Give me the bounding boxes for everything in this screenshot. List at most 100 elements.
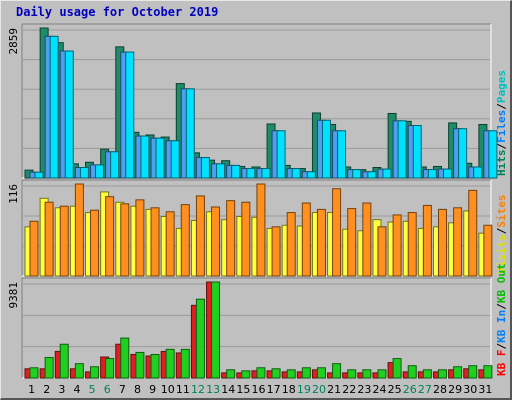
bar-pages-day-5 [95, 164, 105, 179]
bar-sites-day-17 [271, 226, 281, 277]
bar-sites-day-7 [120, 203, 130, 277]
bar-sites-day-27 [422, 204, 432, 277]
bar-kb-out-day-10 [165, 348, 175, 379]
panel-2-legend: Visits/Sites [495, 195, 508, 275]
legend-entry: / [495, 143, 508, 150]
legend-entry: Pages [495, 70, 508, 103]
bar-kb-out-day-16 [256, 367, 266, 379]
x-tick-label-day-22: 22 [342, 383, 356, 396]
legend-entry: KB F [495, 350, 508, 377]
bar-pages-day-25 [397, 120, 407, 179]
bar-kb-out-day-9 [150, 353, 160, 379]
x-tick-label-day-7: 7 [119, 383, 126, 396]
bar-kb-out-day-18 [286, 369, 296, 379]
x-tick-label-day-13: 13 [206, 383, 220, 396]
bar-pages-day-24 [382, 168, 392, 179]
bar-kb-out-day-17 [271, 368, 281, 379]
legend-entry: / [495, 227, 508, 234]
x-tick-label-day-19: 19 [297, 383, 311, 396]
x-tick-label-day-16: 16 [252, 383, 266, 396]
bar-pages-day-8 [140, 135, 150, 179]
bar-kb-out-day-30 [468, 365, 478, 379]
panel-3-ymax-label: 9381 [7, 282, 20, 309]
bar-pages-day-21 [337, 130, 347, 179]
legend-entry: / [495, 303, 508, 310]
bar-pages-day-27 [427, 169, 437, 179]
bar-pages-day-3 [64, 50, 74, 179]
panel-1-ymax-label: 2859 [7, 28, 20, 55]
bar-sites-day-4 [74, 183, 84, 277]
bar-sites-day-19 [301, 202, 311, 277]
bar-kb-out-day-15 [241, 370, 251, 379]
bar-pages-day-26 [412, 125, 422, 179]
x-tick-label-day-1: 1 [28, 383, 35, 396]
bar-kb-out-day-21 [332, 363, 342, 379]
bar-pages-day-29 [458, 128, 468, 179]
bar-kb-out-day-13 [211, 281, 221, 379]
bar-kb-out-day-6 [105, 358, 115, 379]
page-title: Daily usage for October 2019 [16, 5, 219, 19]
bar-pages-day-15 [246, 168, 256, 179]
bar-kb-out-day-23 [362, 369, 372, 379]
x-tick-label-day-21: 21 [327, 383, 341, 396]
x-tick-label-day-5: 5 [89, 383, 96, 396]
bar-pages-day-28 [442, 168, 452, 179]
bar-kb-out-day-28 [437, 369, 447, 379]
bar-sites-day-14 [226, 200, 236, 277]
x-tick-label-day-26: 26 [403, 383, 417, 396]
bar-kb-out-day-11 [180, 348, 190, 379]
x-tick-label-day-31: 31 [478, 383, 492, 396]
bar-kb-out-day-27 [422, 369, 432, 379]
bar-sites-day-21 [332, 188, 342, 277]
bar-sites-day-23 [362, 202, 372, 277]
bar-pages-day-16 [261, 168, 271, 179]
x-tick-label-day-18: 18 [282, 383, 296, 396]
bar-pages-day-14 [231, 164, 241, 179]
x-tick-label-day-25: 25 [388, 383, 402, 396]
bar-sites-day-2 [44, 201, 54, 277]
bar-kb-out-day-4 [74, 363, 84, 379]
bar-sites-day-6 [105, 196, 115, 277]
panel-2-ymax-label: 116 [7, 184, 20, 204]
x-tick-label-day-9: 9 [149, 383, 156, 396]
x-tick-label-day-23: 23 [357, 383, 371, 396]
bar-pages-day-11 [185, 88, 195, 179]
bar-sites-day-16 [256, 183, 266, 277]
bar-pages-day-13 [216, 163, 226, 179]
x-tick-label-day-8: 8 [134, 383, 141, 396]
bar-sites-day-12 [195, 195, 205, 277]
bar-sites-day-24 [377, 226, 387, 277]
bar-pages-day-23 [367, 171, 377, 179]
bar-sites-day-29 [453, 207, 463, 277]
bar-kb-out-day-3 [59, 343, 69, 379]
bar-pages-day-2 [49, 35, 59, 179]
bar-pages-day-30 [473, 166, 483, 179]
bar-pages-day-19 [306, 171, 316, 179]
bar-pages-day-31 [488, 130, 498, 179]
bar-pages-day-17 [276, 130, 286, 179]
bar-kb-out-day-24 [377, 369, 387, 379]
panel-3-bg [22, 278, 491, 378]
bar-kb-out-day-7 [120, 337, 130, 379]
x-tick-label-day-6: 6 [104, 383, 111, 396]
bar-kb-out-day-29 [453, 366, 463, 379]
bar-sites-day-5 [90, 209, 100, 277]
x-tick-label-day-14: 14 [221, 383, 235, 396]
x-tick-label-day-17: 17 [267, 383, 281, 396]
legend-entry: Hits [495, 150, 508, 177]
bar-kb-out-day-5 [90, 366, 100, 379]
bar-sites-day-28 [437, 208, 447, 277]
bar-pages-day-12 [200, 157, 210, 179]
legend-entry: Visits [495, 234, 508, 274]
bar-sites-day-20 [316, 208, 326, 277]
bar-sites-day-26 [407, 212, 417, 277]
panel-3-legend: KB F/KB In/KB Out [495, 263, 508, 376]
x-tick-label-day-20: 20 [312, 383, 326, 396]
x-tick-label-day-27: 27 [418, 383, 432, 396]
x-tick-label-day-10: 10 [161, 383, 175, 396]
bar-sites-day-22 [347, 208, 357, 277]
legend-entry: Files [495, 110, 508, 143]
bar-kb-out-day-14 [226, 369, 236, 379]
bar-pages-day-22 [352, 169, 362, 179]
